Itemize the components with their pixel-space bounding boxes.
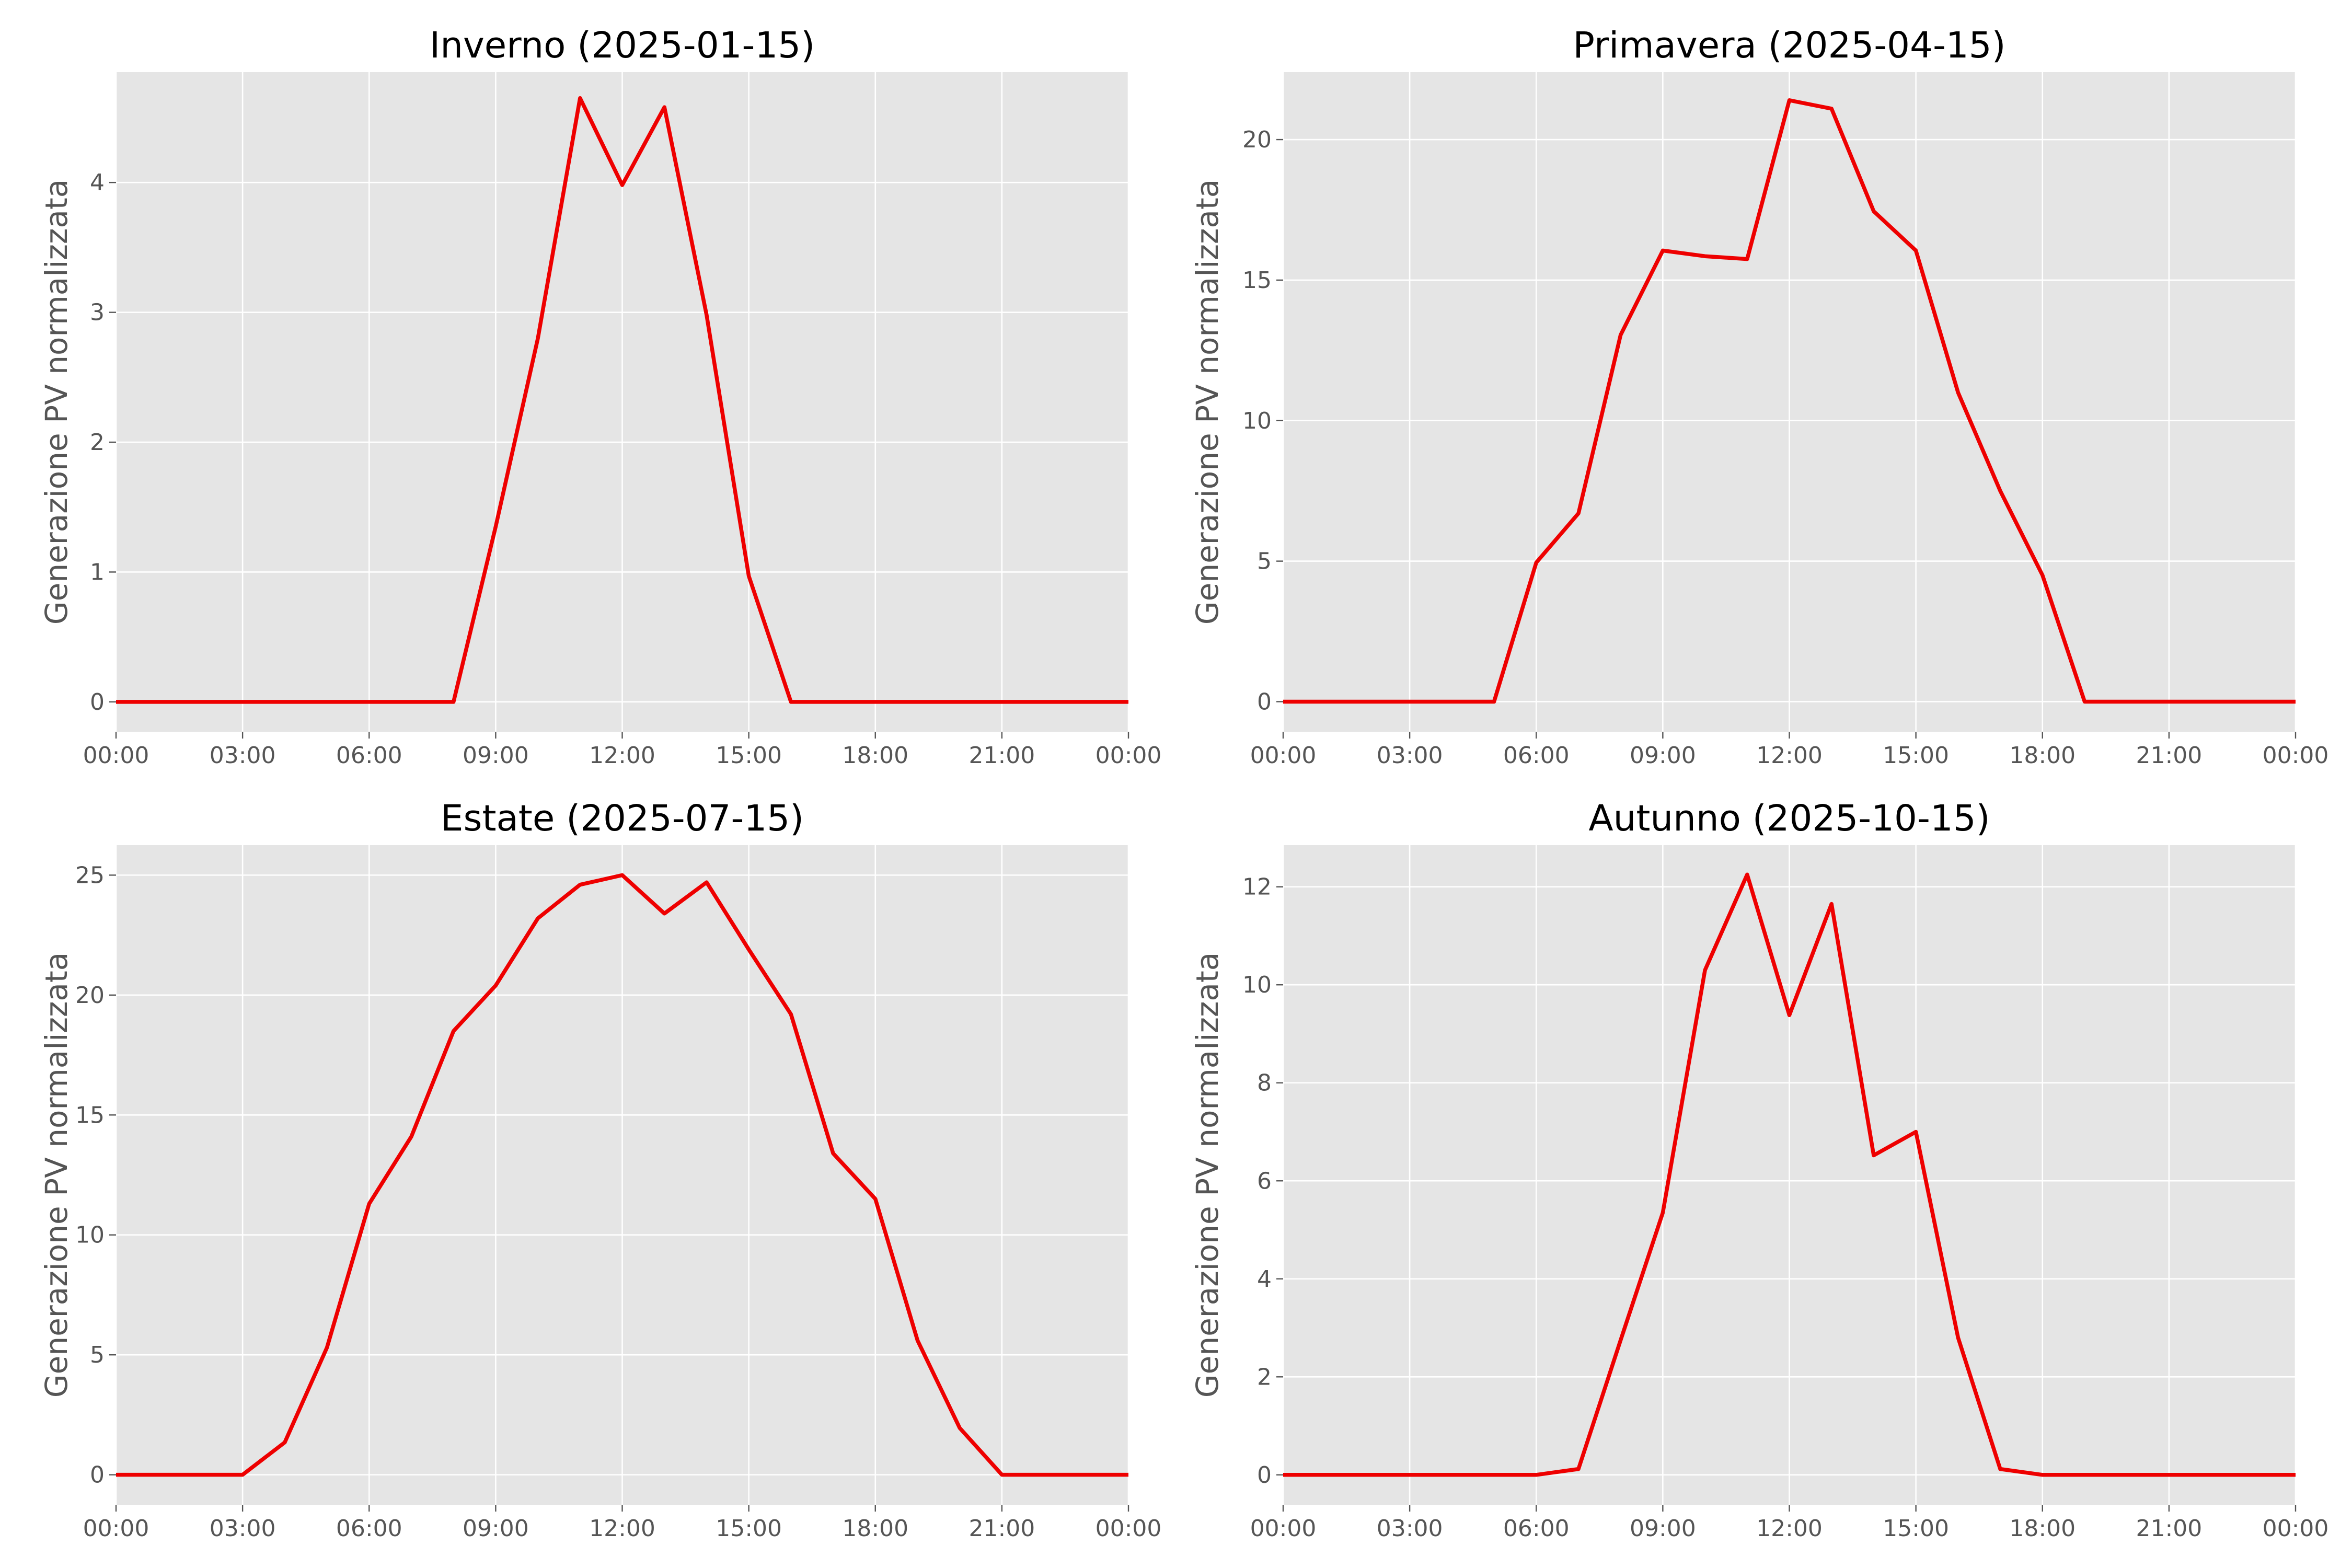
- y-axis-label: Generazione PV normalizzata: [1190, 952, 1225, 1398]
- x-tick-label: 21:00: [2136, 742, 2202, 769]
- x-tick-label: 06:00: [336, 742, 402, 769]
- x-tick-label: 00:00: [1096, 1515, 1162, 1542]
- y-tick-label: 4: [90, 169, 105, 196]
- x-tick-label: 00:00: [1250, 1515, 1317, 1542]
- y-tick-label: 12: [1242, 874, 1272, 901]
- x-tick-label: 09:00: [1630, 1515, 1696, 1542]
- y-tick-label: 2: [90, 429, 105, 456]
- x-tick-label: 00:00: [83, 742, 149, 769]
- x-tick-label: 12:00: [589, 742, 655, 769]
- x-tick-label: 18:00: [842, 1515, 908, 1542]
- y-tick-label: 6: [1257, 1168, 1272, 1194]
- y-tick-label: 10: [1242, 972, 1272, 998]
- y-tick-label: 15: [1242, 267, 1272, 294]
- x-tick-label: 03:00: [210, 1515, 276, 1542]
- y-tick-label: 5: [1257, 548, 1272, 575]
- x-tick-label: 21:00: [969, 742, 1035, 769]
- y-tick-label: 0: [1257, 1462, 1272, 1489]
- x-tick-label: 00:00: [2263, 1515, 2329, 1542]
- y-axis-label: Generazione PV normalizzata: [39, 179, 74, 625]
- x-tick-label: 00:00: [83, 1515, 149, 1542]
- x-tick-label: 15:00: [716, 742, 782, 769]
- x-tick-label: 12:00: [589, 1515, 655, 1542]
- x-tick-label: 06:00: [1503, 742, 1570, 769]
- y-tick-label: 8: [1257, 1070, 1272, 1097]
- y-tick-label: 3: [90, 299, 105, 326]
- x-tick-label: 03:00: [1377, 742, 1443, 769]
- y-tick-label: 2: [1257, 1364, 1272, 1390]
- x-tick-label: 18:00: [842, 742, 908, 769]
- x-tick-label: 09:00: [1630, 742, 1696, 769]
- chart-title: Estate (2025-07-15): [441, 798, 804, 839]
- x-tick-label: 03:00: [210, 742, 276, 769]
- y-tick-label: 20: [1242, 126, 1272, 153]
- chart-panel-4: 00:00 03:00 06:00 09:00 12:00 15:00 18:00 21:00…: [1190, 798, 2328, 1542]
- x-tick-label: 15:00: [1883, 1515, 1949, 1542]
- x-tick-label: 18:00: [2009, 1515, 2076, 1542]
- x-tick-label: 18:00: [2009, 742, 2076, 769]
- y-tick-label: 0: [90, 1462, 105, 1489]
- x-tick-label: 09:00: [463, 1515, 529, 1542]
- y-tick-label: 0: [90, 689, 105, 716]
- y-tick-label: 25: [75, 862, 105, 889]
- y-tick-label: 1: [90, 559, 105, 585]
- series-line: [1283, 98, 2296, 704]
- x-tick-label: 00:00: [1096, 742, 1162, 769]
- x-tick-label: 12:00: [1756, 742, 1823, 769]
- y-tick-label: 4: [1257, 1266, 1272, 1293]
- chart-title: Autunno (2025-10-15): [1588, 798, 1990, 839]
- x-tick-label: 06:00: [1503, 1515, 1570, 1542]
- chart-title: Inverno (2025-01-15): [430, 25, 815, 66]
- y-tick-label: 15: [75, 1102, 105, 1128]
- x-tick-label: 15:00: [716, 1515, 782, 1542]
- series-line: [116, 873, 1128, 1477]
- chart-title: Primavera (2025-04-15): [1573, 25, 2005, 66]
- x-tick-label: 21:00: [2136, 1515, 2202, 1542]
- x-tick-label: 15:00: [1883, 742, 1949, 769]
- x-tick-label: 00:00: [2263, 742, 2329, 769]
- x-tick-label: 12:00: [1756, 1515, 1823, 1542]
- y-tick-label: 10: [75, 1222, 105, 1249]
- chart-panel-2: 00:00 03:00 06:00 09:00 12:00 15:00 18:00 21:00…: [1190, 25, 2328, 769]
- series-line: [1283, 872, 2296, 1477]
- y-tick-label: 10: [1242, 408, 1272, 434]
- chart-panel-1: 00:00 03:00 06:00 09:00 12:00 15:00 18:00 21:00…: [39, 25, 1161, 769]
- y-axis-label: Generazione PV normalizzata: [1190, 179, 1225, 625]
- chart-panel-3: 00:00 03:00 06:00 09:00 12:00 15:00 18:00 21:00…: [39, 798, 1161, 1542]
- y-tick-label: 5: [90, 1342, 105, 1368]
- x-tick-label: 21:00: [969, 1515, 1035, 1542]
- x-tick-label: 09:00: [463, 742, 529, 769]
- x-tick-label: 06:00: [336, 1515, 402, 1542]
- series-line: [116, 96, 1128, 704]
- x-tick-label: 03:00: [1377, 1515, 1443, 1542]
- y-axis-label: Generazione PV normalizzata: [39, 952, 74, 1398]
- y-tick-label: 20: [75, 982, 105, 1009]
- y-tick-label: 0: [1257, 688, 1272, 715]
- x-tick-label: 00:00: [1250, 742, 1317, 769]
